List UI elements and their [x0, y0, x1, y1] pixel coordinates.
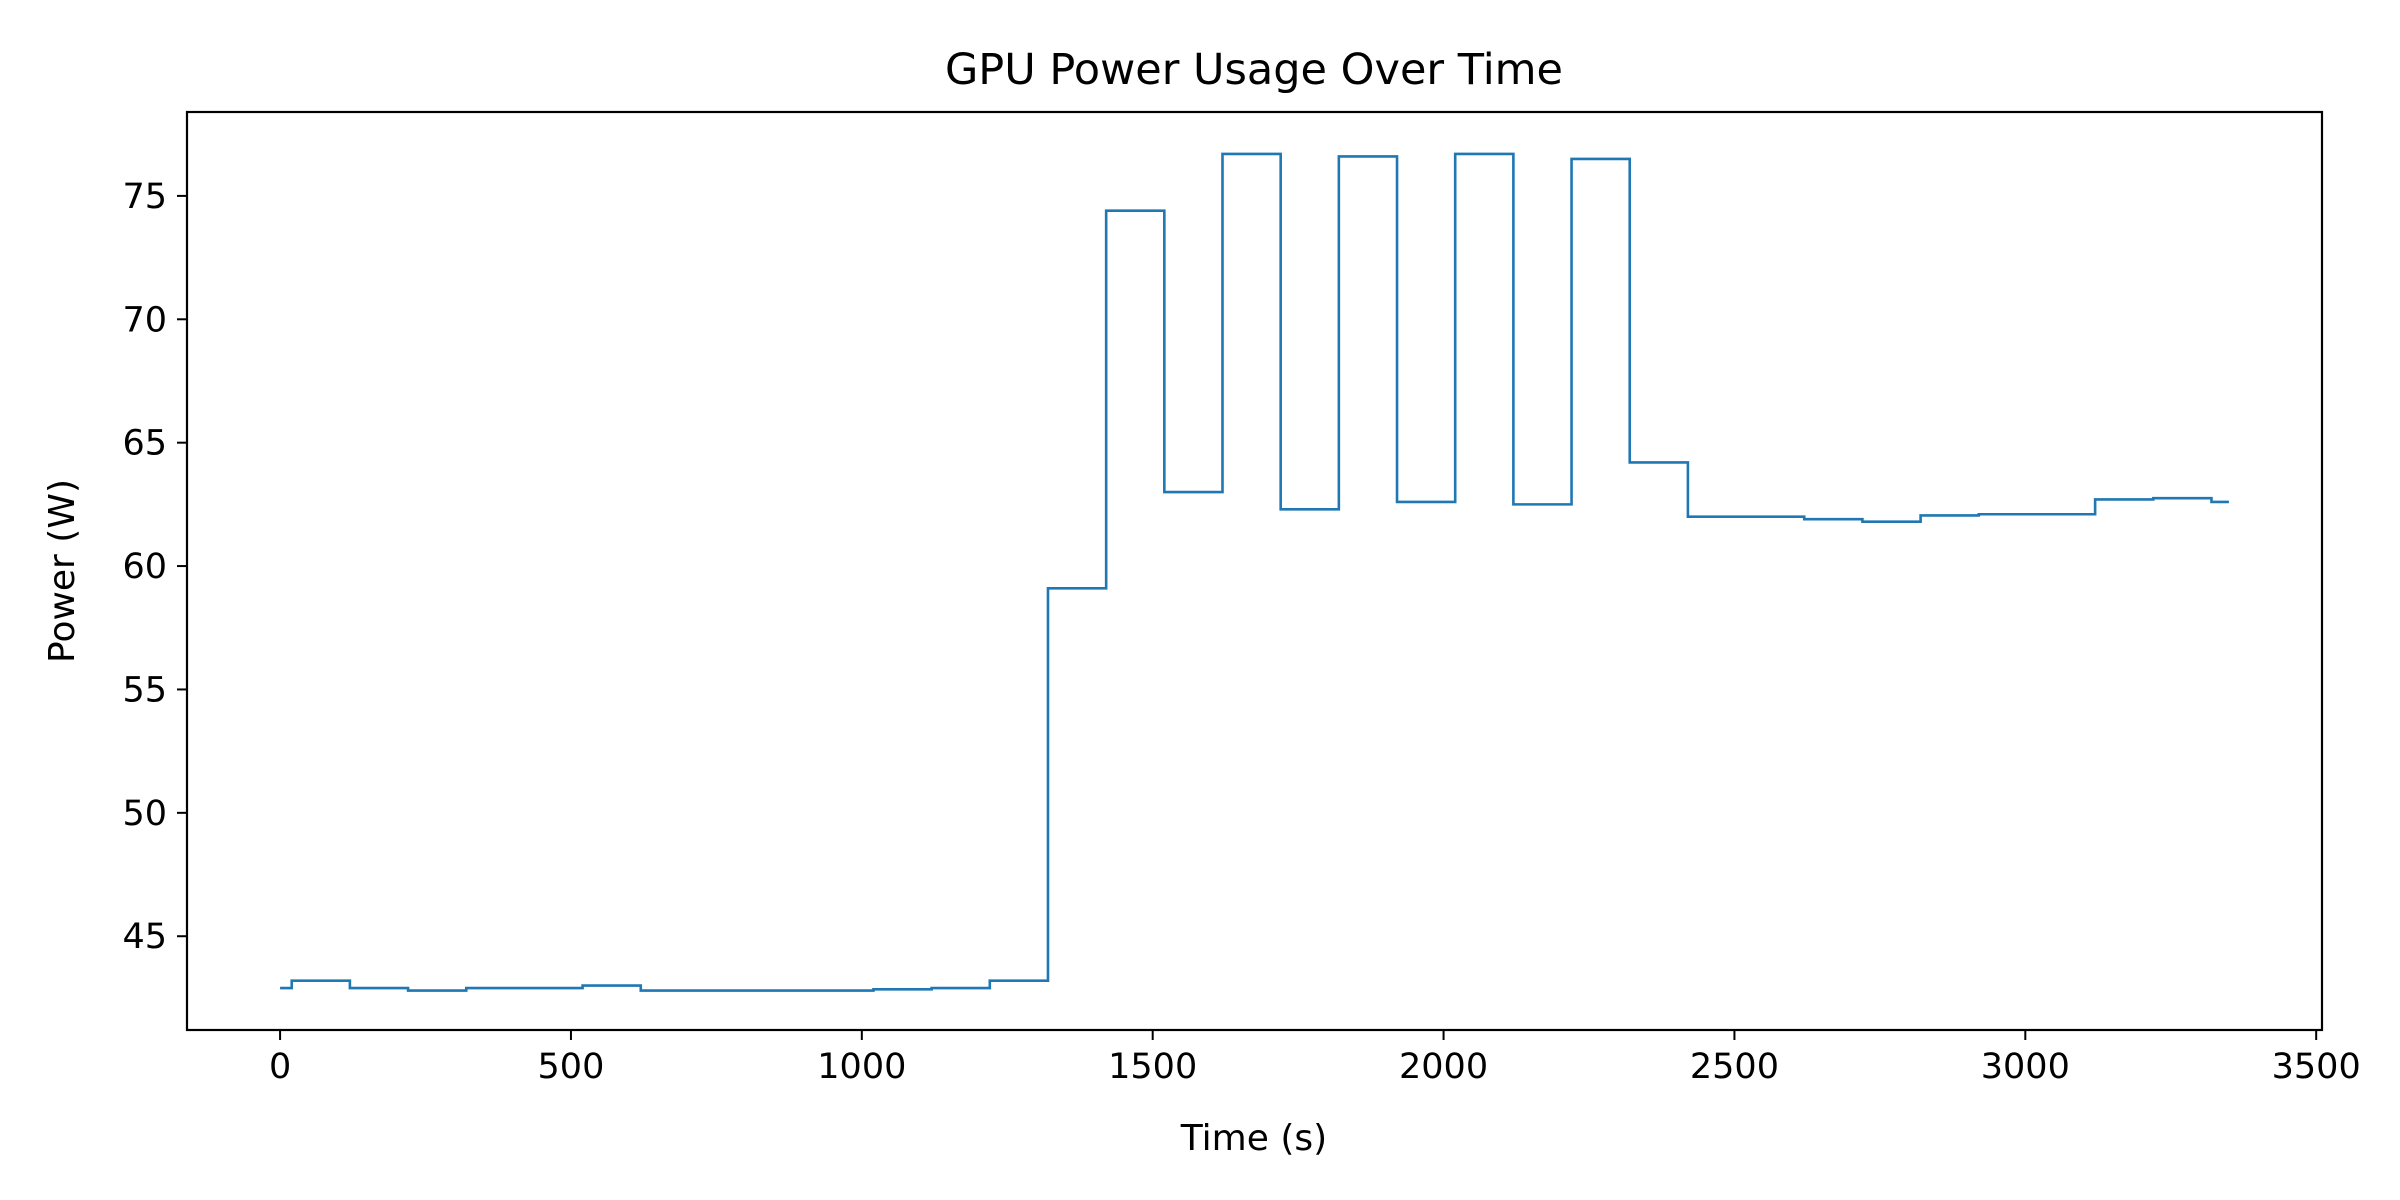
- chart-title: GPU Power Usage Over Time: [945, 45, 1563, 95]
- y-tick-label: 50: [122, 794, 167, 834]
- x-tick-label: 3500: [2272, 1047, 2361, 1087]
- y-axis-label: Power (W): [42, 479, 83, 663]
- x-tick-label: 3000: [1981, 1047, 2070, 1087]
- y-tick-label: 70: [122, 300, 167, 340]
- series-layer: [280, 152, 2229, 992]
- x-axis-ticks: 0 500 1000 1500 2000 2500 3000 3500: [269, 1030, 2361, 1087]
- x-tick-label: 0: [269, 1047, 291, 1087]
- x-tick-label: 2000: [1399, 1047, 1488, 1087]
- power-series-line: [280, 152, 2229, 992]
- y-tick-label: 55: [122, 670, 167, 710]
- y-tick-label: 65: [122, 424, 167, 464]
- x-axis-label: Time (s): [1180, 1118, 1327, 1159]
- y-tick-label: 60: [122, 547, 167, 587]
- x-tick-label: 1500: [1108, 1047, 1197, 1087]
- y-axis-ticks: 45 50 55 60 65 70 75: [122, 177, 187, 957]
- y-tick-label: 45: [122, 917, 167, 957]
- y-tick-label: 75: [122, 177, 167, 217]
- plot-area-frame: [185, 110, 2324, 1032]
- x-tick-label: 500: [538, 1047, 605, 1087]
- x-tick-label: 1000: [817, 1047, 906, 1087]
- x-tick-label: 2500: [1690, 1047, 1779, 1087]
